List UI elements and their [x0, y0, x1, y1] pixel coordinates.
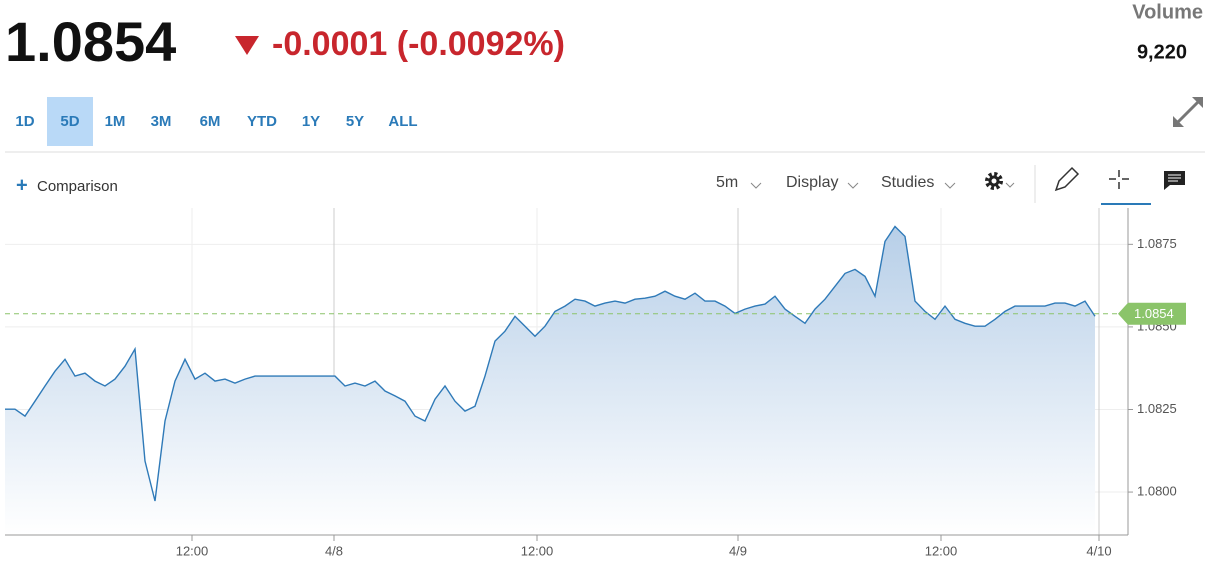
volume-value: 9,220 — [1137, 41, 1187, 63]
last-price-badge — [1118, 302, 1186, 325]
range-button[interactable]: ALL — [388, 113, 417, 130]
chevron — [944, 182, 956, 189]
price-change: -0.0001 (-0.0092%) — [272, 25, 565, 63]
x-tick-label: 4/9 — [729, 543, 747, 558]
x-tick-label: 4/10 — [1086, 543, 1111, 558]
chevron — [750, 182, 762, 189]
comparison-button[interactable]: Comparison — [37, 178, 118, 195]
x-tick-label: 12:00 — [521, 543, 554, 558]
interval-button[interactable]: 5m — [716, 174, 738, 191]
range-button[interactable]: 1Y — [302, 113, 320, 130]
range-buttons: 1D 5D 1M 3M 6M YTD 1Y 5Y ALL — [15, 97, 418, 146]
last-price-label: 1.0854 — [1134, 306, 1174, 321]
x-tick-label: 4/8 — [325, 543, 343, 558]
range-button[interactable]: 1D — [15, 113, 34, 130]
range-button[interactable]: 1M — [105, 113, 126, 130]
area — [5, 226, 1095, 535]
chevron — [847, 182, 859, 189]
range-button[interactable]: 5D — [60, 113, 79, 130]
range-button[interactable]: 6M — [200, 113, 221, 130]
active-range-bg — [47, 97, 93, 146]
range-button[interactable]: 5Y — [346, 113, 364, 130]
range-button[interactable]: YTD — [247, 113, 277, 130]
y-tick-label: 1.0800 — [1137, 483, 1177, 498]
volume-label: Volume — [1132, 1, 1203, 23]
studies-button[interactable]: Studies — [881, 174, 934, 191]
draw-icon[interactable] — [1054, 166, 1080, 192]
plus-icon[interactable]: + — [16, 174, 28, 196]
down-arrow — [235, 36, 259, 55]
display-button[interactable]: Display — [786, 174, 838, 191]
settings-icon[interactable] — [985, 172, 1015, 190]
expand-icon[interactable] — [1173, 97, 1203, 127]
crosshair-icon[interactable] — [1109, 170, 1129, 189]
price-line — [5, 225, 1096, 502]
x-tick-label: 12:00 — [925, 543, 958, 558]
y-tick-label: 1.0825 — [1137, 401, 1177, 416]
y-tick-label: 1.0875 — [1137, 236, 1177, 251]
comment-icon[interactable] — [1164, 171, 1185, 190]
price: 1.0854 — [5, 10, 176, 73]
range-button[interactable]: 3M — [151, 113, 172, 130]
x-tick-label: 12:00 — [176, 543, 209, 558]
